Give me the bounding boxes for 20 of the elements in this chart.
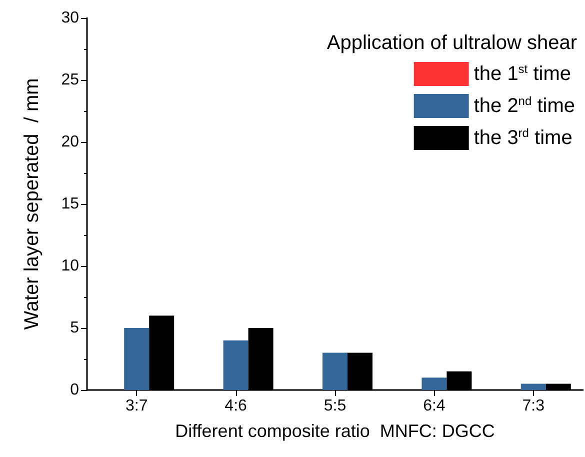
y-tick-label: 0 xyxy=(70,382,80,398)
bar xyxy=(520,384,546,390)
y-tick-label: 5 xyxy=(70,320,80,336)
x-tick-label: 6:4 xyxy=(423,398,446,414)
legend-title: Application of ultralow shear xyxy=(326,32,578,54)
y-tick-label: 10 xyxy=(61,258,80,274)
bar xyxy=(422,378,447,390)
y-tick-label: 15 xyxy=(61,196,80,212)
x-axis-title: Different composite ratio MNFC: DGCC xyxy=(175,421,495,441)
x-tick-label: 3:7 xyxy=(125,398,148,414)
x-tick-label: 4:6 xyxy=(224,398,248,414)
y-axis-title: Water layer seperated / mm xyxy=(21,78,43,330)
y-tick-label: 30 xyxy=(61,10,80,26)
x-tick-label: 7:3 xyxy=(522,398,545,414)
x-tick-label: 5:5 xyxy=(324,398,346,414)
bar xyxy=(223,340,248,390)
y-tick-label: 20 xyxy=(61,134,80,150)
y-tick-label: 25 xyxy=(61,72,80,88)
bar xyxy=(322,352,348,390)
bar xyxy=(124,328,150,390)
